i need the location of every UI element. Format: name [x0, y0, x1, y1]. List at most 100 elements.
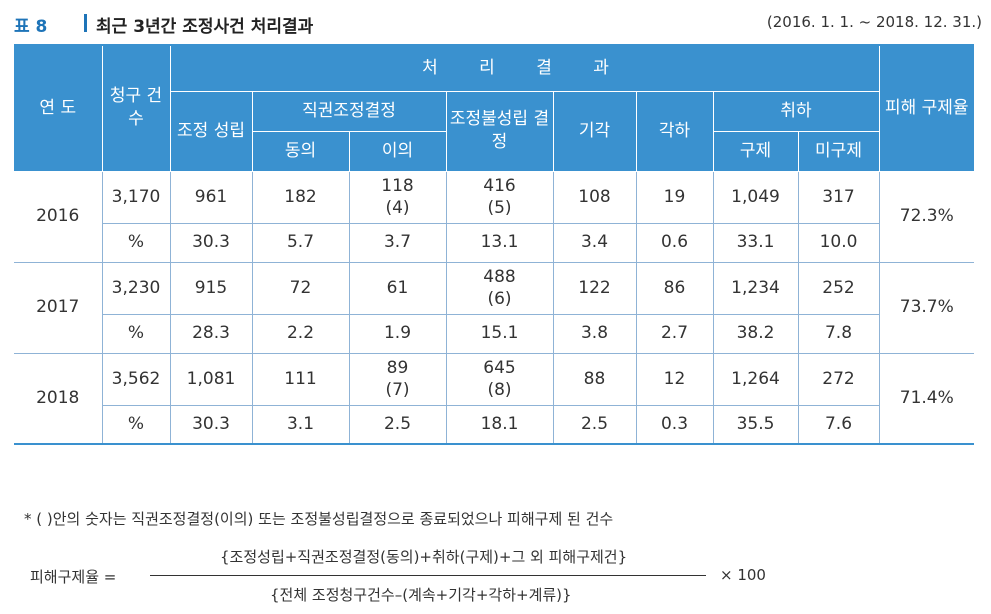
fail-sub: (8) [487, 380, 512, 400]
pct-dismissal-cell: 2.5 [552, 404, 637, 445]
relief-cell: 1,049 [712, 170, 799, 224]
footnote: * ( )안의 숫자는 직권조정결정(이의) 또는 조정불성립결정으로 종료되었… [24, 510, 614, 528]
pct-fail-cell: 15.1 [445, 313, 554, 354]
table-row: 2018 3,562 1,081 111 89 (7) 645 (8) 88 12 … [14, 352, 975, 445]
pct-no-relief-cell: 7.8 [797, 313, 880, 354]
pct-objection-cell: 3.7 [348, 222, 447, 263]
fail-value: 416 [483, 175, 516, 196]
results-table-wrapper: 연 도 청구 건수 처 리 결 과 피해 구제율 조정 성립 직권조정결정 조정… [14, 44, 975, 445]
mediation-cell: 915 [169, 261, 253, 315]
relief-rate-cell: 72.3% [878, 170, 975, 263]
pct-relief-cell: 33.1 [712, 222, 799, 263]
mediation-cell: 1,081 [169, 352, 253, 406]
table-row: 2017 3,230 915 72 61 488 (6) 122 86 1,234… [14, 261, 975, 354]
year-cell: 2016 [14, 170, 103, 263]
pct-label-cell: % [102, 222, 171, 263]
dismissal-cell: 108 [552, 170, 637, 224]
header-dismissal: 기각 [552, 90, 637, 172]
formula-label: 피해구제율 = [30, 568, 117, 586]
no-relief-cell: 317 [797, 170, 880, 224]
pct-mediation-cell: 30.3 [169, 404, 253, 445]
dismissal-cell: 88 [552, 352, 637, 406]
pct-label-cell: % [102, 313, 171, 354]
no-relief-cell: 272 [797, 352, 880, 406]
pct-relief-cell: 35.5 [712, 404, 799, 445]
date-range: (2016. 1. 1. ~ 2018. 12. 31.) [766, 13, 982, 31]
objection-cell: 89 (7) [348, 352, 447, 406]
header-claims: 청구 건수 [101, 44, 171, 172]
relief-cell: 1,264 [712, 352, 799, 406]
pct-rejection-cell: 2.7 [635, 313, 714, 354]
header-year: 연 도 [14, 44, 103, 172]
objection-sub: (4) [385, 198, 410, 218]
pct-mediation-cell: 30.3 [169, 222, 253, 263]
header-processing: 처 리 결 과 [169, 44, 880, 92]
pct-agree-cell: 2.2 [251, 313, 350, 354]
formula-numerator: {조정성립+직권조정결정(동의)+취하(구제)+그 외 피해구제건} [220, 548, 628, 566]
objection-value: 118 [381, 175, 414, 196]
fail-value: 645 [483, 357, 516, 378]
header-relief: 구제 [712, 130, 799, 172]
pct-rejection-cell: 0.6 [635, 222, 714, 263]
pct-dismissal-cell: 3.8 [552, 313, 637, 354]
pct-fail-cell: 18.1 [445, 404, 554, 445]
rejection-cell: 19 [635, 170, 714, 224]
results-table: 연 도 청구 건수 처 리 결 과 피해 구제율 조정 성립 직권조정결정 조정… [14, 44, 975, 445]
header-agree: 동의 [252, 130, 350, 172]
fail-sub: (5) [487, 198, 512, 218]
pct-no-relief-cell: 7.6 [797, 404, 880, 445]
formula-denominator: {전체 조정청구건수–(계속+기각+각하+계류)} [270, 586, 572, 604]
pct-fail-cell: 13.1 [445, 222, 554, 263]
relief-rate-cell: 71.4% [878, 352, 975, 445]
pct-mediation-cell: 28.3 [169, 313, 253, 354]
dismissal-cell: 122 [552, 261, 637, 315]
fail-sub: (6) [487, 289, 512, 309]
pct-relief-cell: 38.2 [712, 313, 799, 354]
relief-rate-formula: 피해구제율 = {조정성립+직권조정결정(동의)+취하(구제)+그 외 피해구제… [30, 546, 790, 606]
pct-label-cell: % [102, 404, 171, 445]
agree-cell: 111 [251, 352, 350, 406]
table-title-row: 표 8 최근 3년간 조정사건 처리결과 (2016. 1. 1. ~ 2018… [14, 8, 982, 38]
pct-no-relief-cell: 10.0 [797, 222, 880, 263]
mediation-cell: 961 [169, 170, 253, 224]
year-cell: 2017 [14, 261, 103, 354]
objection-value: 89 [386, 357, 409, 378]
fail-cell: 416 (5) [445, 170, 554, 224]
year-cell: 2018 [14, 352, 103, 445]
relief-rate-cell: 73.7% [878, 261, 975, 354]
no-relief-cell: 252 [797, 261, 880, 315]
fail-value: 488 [483, 266, 516, 287]
table-title: 최근 3년간 조정사건 처리결과 [96, 17, 314, 37]
rejection-cell: 86 [635, 261, 714, 315]
objection-sub: (7) [385, 380, 410, 400]
title-divider [84, 14, 87, 32]
header-mediation-success: 조정 성립 [170, 90, 253, 172]
pct-agree-cell: 5.7 [251, 222, 350, 263]
claims-cell: 3,562 [101, 352, 171, 406]
fail-cell: 488 (6) [445, 261, 554, 315]
table-row: % 28.3 2.2 1.9 15.1 3.8 2.7 38.2 7.8 [14, 313, 974, 354]
objection-cell: 61 [348, 261, 447, 315]
pct-dismissal-cell: 3.4 [552, 222, 637, 263]
claims-cell: 3,230 [101, 261, 171, 315]
relief-cell: 1,234 [712, 261, 799, 315]
claims-cell: 3,170 [101, 170, 171, 224]
header-mediation-fail: 조정불성립 결정 [445, 90, 554, 172]
header-rejection: 각하 [635, 90, 714, 172]
agree-cell: 182 [251, 170, 350, 224]
header-withdrawal: 취하 [712, 90, 880, 132]
objection-cell: 118 (4) [348, 170, 447, 224]
agree-cell: 72 [251, 261, 350, 315]
pct-objection-cell: 2.5 [348, 404, 447, 445]
pct-objection-cell: 1.9 [348, 313, 447, 354]
fraction-bar [150, 575, 706, 576]
rejection-cell: 12 [635, 352, 714, 406]
table-row: % 30.3 3.1 2.5 18.1 2.5 0.3 35.5 7.6 [14, 404, 974, 445]
formula-multiplier: × 100 [720, 566, 766, 584]
pct-rejection-cell: 0.3 [635, 404, 714, 445]
table-row: % 30.3 5.7 3.7 13.1 3.4 0.6 33.1 10.0 [14, 222, 974, 263]
header-ex-officio: 직권조정결정 [251, 90, 447, 132]
table-row: 2016 3,170 961 182 118 (4) 416 (5) 108 19 … [14, 170, 975, 263]
table-number: 표 8 [14, 17, 48, 37]
header-relief-rate: 피해 구제율 [878, 44, 975, 172]
